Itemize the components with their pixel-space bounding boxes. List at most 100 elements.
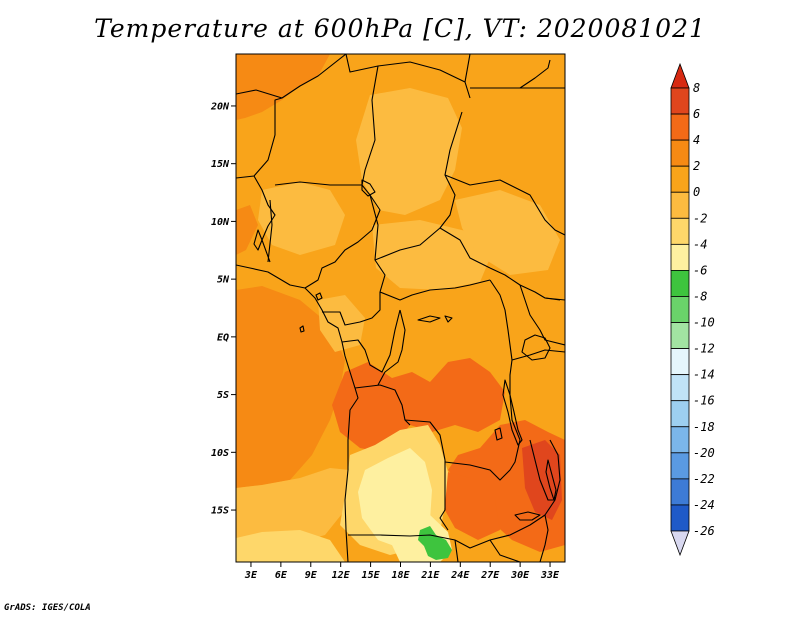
lon-tick-label: 18E bbox=[391, 570, 410, 581]
border-gabon-congo bbox=[341, 309, 401, 373]
border-libya bbox=[464, 54, 471, 83]
lake-tanganyika bbox=[502, 379, 523, 446]
colorbar-label: -2 bbox=[693, 211, 707, 225]
colorbar-label: 0 bbox=[693, 185, 700, 199]
border-niger-nigeria bbox=[274, 181, 371, 196]
border-uganda-kenya bbox=[519, 284, 565, 346]
field-light-chad bbox=[356, 88, 462, 215]
border-angola-north bbox=[354, 384, 411, 426]
colorbar-segment bbox=[670, 400, 690, 428]
border-angola-namibia bbox=[348, 534, 456, 541]
map-title: Temperature at 600hPa [C], VT: 202008102… bbox=[94, 14, 706, 43]
colorbar-label: -10 bbox=[693, 316, 715, 330]
colorbar-label: -4 bbox=[693, 237, 707, 251]
border-zambia-north bbox=[444, 439, 521, 481]
lon-tick-label: 27E bbox=[480, 570, 500, 581]
colorbar-label: 2 bbox=[693, 159, 700, 173]
colorbar-label: -16 bbox=[693, 394, 715, 408]
colorbar-label: 4 bbox=[693, 133, 700, 147]
lon-tick-label: 6E bbox=[275, 570, 288, 581]
border-angola-zambia bbox=[439, 460, 449, 531]
colorbar-top-triangle bbox=[670, 62, 690, 89]
border-kenya-ethiopia bbox=[544, 297, 565, 301]
border-nigeria-cameroon bbox=[304, 194, 381, 289]
lat-tick-label: 5S bbox=[217, 390, 229, 401]
lake-malawi bbox=[545, 459, 557, 501]
lake-chad bbox=[361, 179, 376, 197]
colorbar-label: -22 bbox=[693, 472, 715, 486]
border-malawi bbox=[529, 439, 561, 501]
colorbar-segment bbox=[670, 374, 690, 402]
border-niger-chad bbox=[361, 65, 379, 186]
border-nigeria-benin bbox=[267, 199, 273, 263]
colorbar-segment bbox=[670, 478, 690, 506]
border-tanzania bbox=[511, 349, 565, 361]
border-sudan-south bbox=[444, 174, 565, 236]
field-warm-atlantic bbox=[236, 286, 345, 488]
border-zimbabwe bbox=[489, 539, 521, 562]
border-car-south bbox=[379, 279, 491, 301]
border-mali-algeria bbox=[236, 54, 347, 99]
lon-tick-label: 12E bbox=[332, 570, 351, 581]
colorbar-label: -20 bbox=[693, 446, 715, 460]
colorbar-label: -18 bbox=[693, 420, 715, 434]
colorbar-segment bbox=[670, 243, 690, 271]
lon-tick-label: 30E bbox=[510, 570, 530, 581]
lat-tick-label: EQ bbox=[217, 332, 229, 343]
border-drc-congo bbox=[377, 309, 406, 386]
colorbar-segment bbox=[670, 270, 690, 297]
colorbar-segment bbox=[670, 322, 690, 349]
field-warm-sahel bbox=[236, 205, 258, 255]
lake-tumba bbox=[444, 315, 453, 323]
border-drc-east bbox=[489, 279, 521, 441]
lat-tick-label: 15N bbox=[211, 159, 230, 170]
field-light-sudan bbox=[455, 190, 560, 275]
field-hot-congo bbox=[332, 358, 505, 452]
colorbar-segment bbox=[670, 426, 690, 454]
coastline-west-africa bbox=[236, 264, 359, 562]
field-pale-sw bbox=[236, 530, 345, 562]
border-chad-car bbox=[374, 227, 491, 269]
colorbar-segment bbox=[670, 348, 690, 376]
lake-mweru bbox=[494, 427, 503, 441]
longitude-axis: 3E 6E 9E 12E 15E 18E 21E 24E 27E 30E 33E bbox=[244, 562, 560, 581]
colorbar-segment bbox=[670, 87, 690, 115]
colorbar-label: -12 bbox=[693, 342, 715, 356]
coast-red-sea bbox=[519, 59, 551, 89]
lon-tick-label: 15E bbox=[362, 570, 381, 581]
lat-tick-label: 10S bbox=[211, 448, 229, 459]
colorbar-segment bbox=[670, 217, 690, 245]
border-mali-east bbox=[236, 97, 283, 179]
colorbar-label: -24 bbox=[693, 498, 715, 512]
lake-volta bbox=[253, 229, 263, 251]
lat-tick-label: 10N bbox=[211, 217, 230, 228]
lat-tick-label: 5N bbox=[217, 275, 230, 286]
colorbar: 8 6 4 2 0 -2 -4 -6 -8 -10 -12 -14 -16 -18 -20 -22 -24 -26 bbox=[670, 62, 715, 557]
latitude-axis: 20N 15N 10N 5N EQ 5S 10S 15S bbox=[210, 101, 236, 517]
lake-victoria bbox=[521, 334, 551, 361]
colorbar-segment bbox=[670, 165, 690, 193]
colorbar-label: 8 bbox=[693, 81, 700, 95]
field-green bbox=[418, 526, 452, 560]
field-hot-south bbox=[440, 470, 500, 540]
colorbar-label: -6 bbox=[693, 263, 707, 277]
border-sudan-chad bbox=[439, 111, 463, 229]
lon-tick-label: 24E bbox=[450, 570, 470, 581]
colorbar-segment bbox=[670, 452, 690, 480]
lake-kariba bbox=[514, 511, 541, 521]
border-lines bbox=[236, 54, 565, 562]
grads-credit: GrADS: IGES/COLA bbox=[4, 603, 91, 613]
border-cameroon-gabon bbox=[322, 292, 381, 326]
colorbar-segment bbox=[670, 139, 690, 167]
bioko-island bbox=[315, 292, 323, 301]
colorbar-segment bbox=[670, 191, 690, 219]
colorbar-label: 6 bbox=[693, 107, 700, 121]
lon-tick-label: 33E bbox=[540, 570, 560, 581]
temperature-field bbox=[236, 54, 565, 562]
lat-tick-label: 15S bbox=[211, 506, 229, 517]
colorbar-segment bbox=[670, 504, 690, 532]
sao-tome-island bbox=[299, 325, 305, 333]
lat-tick-label: 20N bbox=[210, 101, 230, 112]
field-light-car bbox=[372, 220, 490, 290]
